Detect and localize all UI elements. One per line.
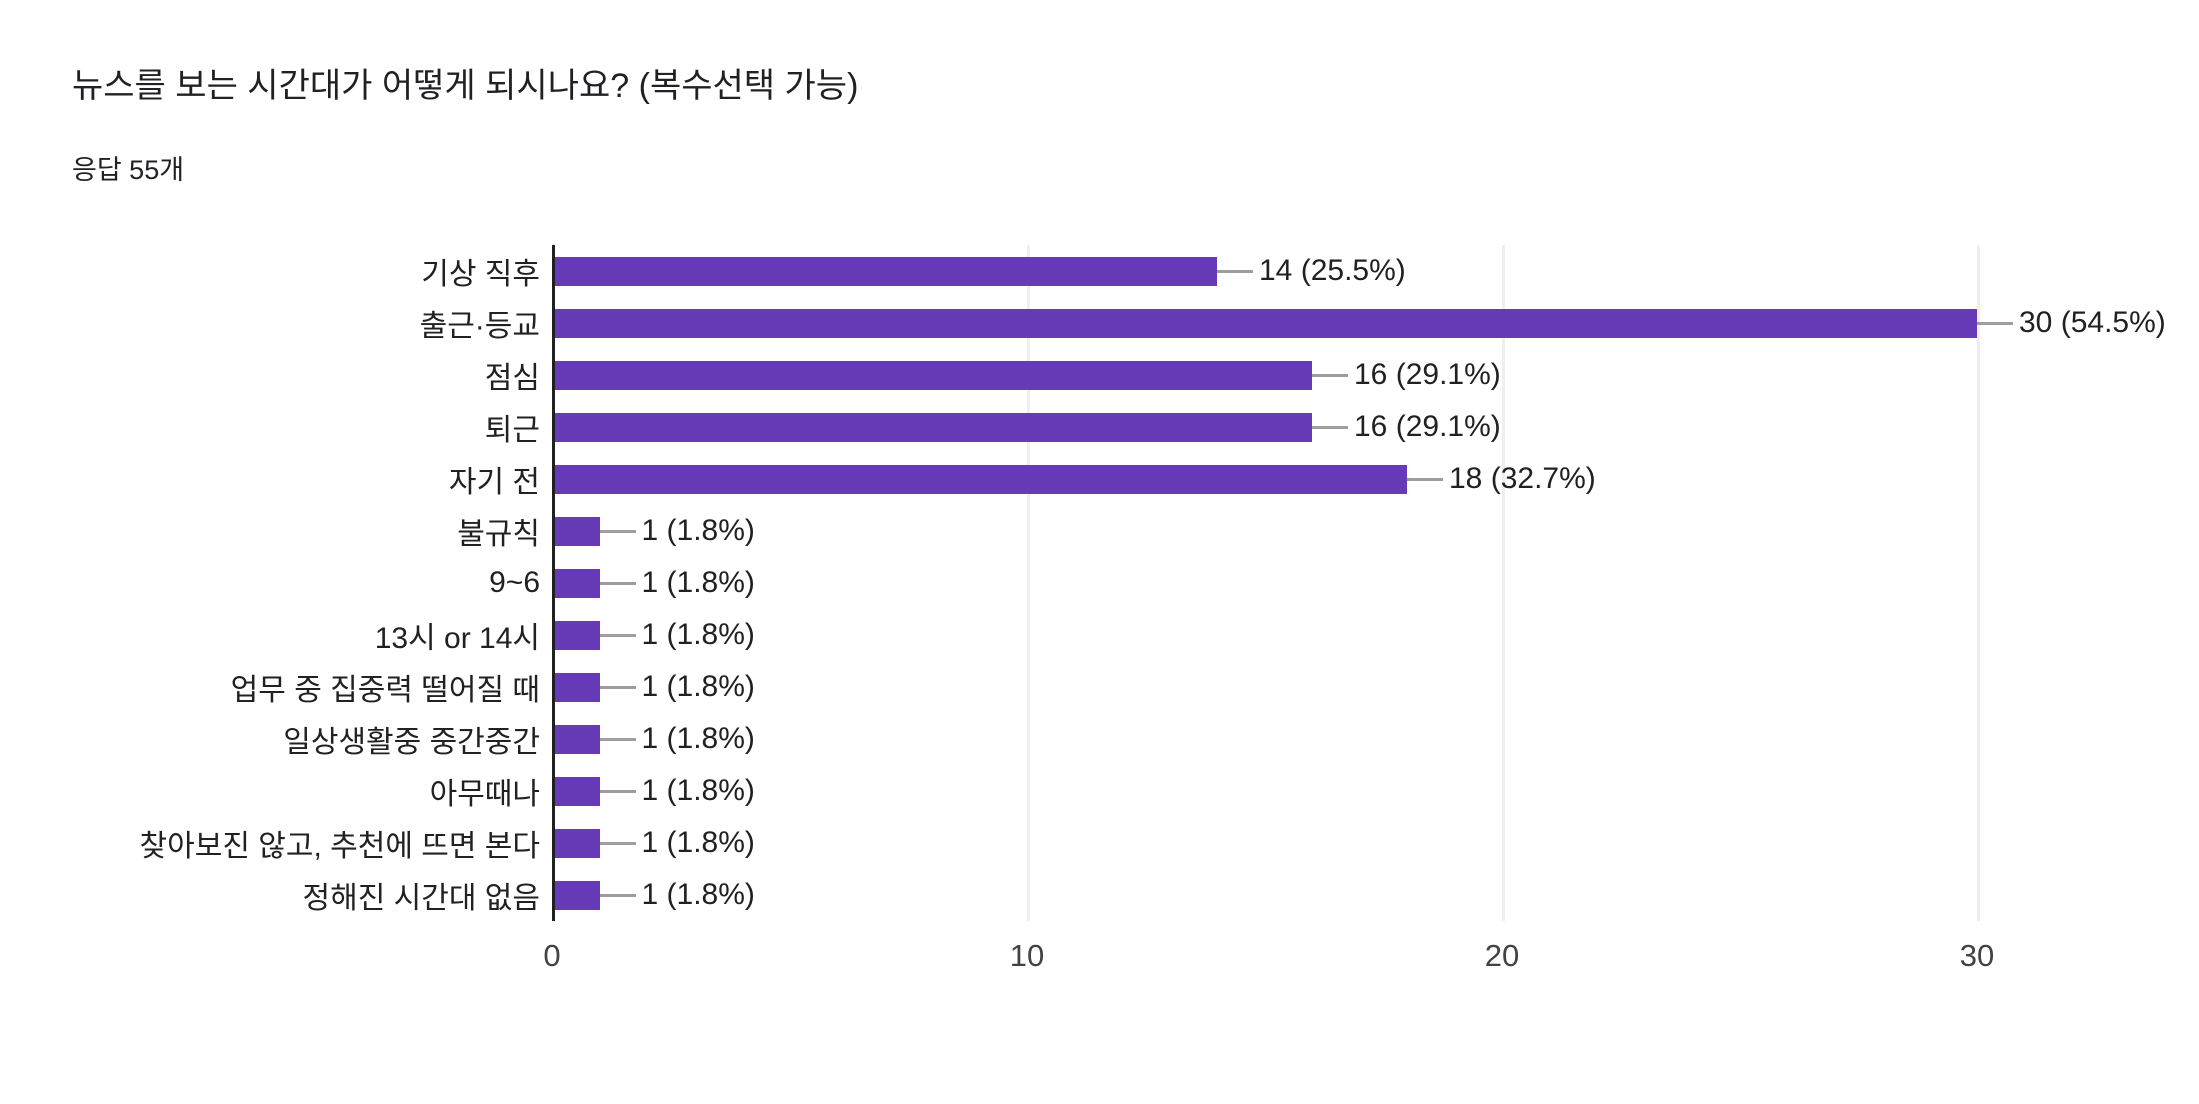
- category-label: 찾아보진 않고, 추천에 뜨면 본다: [139, 830, 540, 863]
- bar-row: 1 (1.8%): [552, 869, 2199, 921]
- bar-value-label: 18 (32.7%): [1449, 462, 1596, 495]
- bar-value-label: 1 (1.8%): [641, 878, 755, 911]
- category-label: 13시 or 14시: [374, 622, 540, 655]
- bar-connector: [599, 581, 636, 585]
- bar: [552, 308, 1977, 338]
- bar-row: 1 (1.8%): [552, 557, 2199, 609]
- bar-connector: [599, 893, 636, 897]
- gridline: [1977, 245, 1980, 921]
- bar-value-label: 1 (1.8%): [641, 722, 755, 755]
- bar-connector: [599, 841, 636, 845]
- bar-connector: [599, 685, 636, 689]
- bar: [552, 568, 600, 598]
- bar-connector: [1312, 425, 1348, 429]
- bar-value-label: 1 (1.8%): [641, 566, 755, 599]
- bar-connector: [1312, 373, 1348, 377]
- bar-row: 1 (1.8%): [552, 609, 2199, 661]
- bar-value-label: 1 (1.8%): [641, 618, 755, 651]
- bar: [552, 256, 1217, 286]
- category-label: 정해진 시간대 없음: [302, 882, 540, 915]
- bar-value-label: 1 (1.8%): [641, 670, 755, 703]
- response-count: 응답 55개: [72, 155, 185, 185]
- bar-value-label: 1 (1.8%): [641, 826, 755, 859]
- bar-connector: [1407, 477, 1443, 481]
- bar: [552, 360, 1312, 390]
- bar-value-label: 14 (25.5%): [1259, 254, 1406, 287]
- category-label: 불규칙: [457, 518, 540, 551]
- bar: [552, 828, 600, 858]
- bar-row: 1 (1.8%): [552, 713, 2199, 765]
- bar: [552, 880, 600, 910]
- bar: [552, 776, 600, 806]
- bar-connector: [599, 789, 636, 793]
- category-label: 자기 전: [448, 466, 540, 499]
- bar-row: 1 (1.8%): [552, 765, 2199, 817]
- bar-value-label: 16 (29.1%): [1354, 410, 1501, 443]
- bar-value-label: 1 (1.8%): [641, 774, 755, 807]
- x-tick: 10: [1009, 938, 1045, 973]
- x-tick: 30: [1959, 938, 1995, 973]
- gridline: [1027, 245, 1030, 921]
- category-label: 업무 중 집중력 떨어질 때: [230, 674, 540, 707]
- bar-row: 18 (32.7%): [552, 453, 2199, 505]
- category-label: 아무때나: [429, 778, 540, 811]
- bar-value-label: 1 (1.8%): [641, 514, 755, 547]
- category-label: 기상 직후: [421, 258, 540, 291]
- category-label: 일상생활중 중간중간: [283, 726, 540, 759]
- bar: [552, 672, 600, 702]
- plot-area: 14 (25.5%) 30 (54.5%) 16 (29.1%) 16 (29.1%)…: [552, 245, 2199, 921]
- gridline: [1502, 245, 1505, 921]
- bar-value-label: 30 (54.5%): [2019, 306, 2166, 339]
- question-title: 뉴스를 보는 시간대가 어떻게 되시나요? (복수선택 가능): [72, 67, 859, 105]
- bar-row: 1 (1.8%): [552, 817, 2199, 869]
- bar-connector: [599, 529, 636, 533]
- category-label: 9~6: [489, 566, 540, 599]
- bar-row: 14 (25.5%): [552, 245, 2199, 297]
- bar-connector: [1977, 321, 2013, 325]
- bar-row: 1 (1.8%): [552, 505, 2199, 557]
- bar: [552, 620, 600, 650]
- bar: [552, 724, 600, 754]
- category-label: 점심: [484, 362, 540, 395]
- bar-row: 16 (29.1%): [552, 349, 2199, 401]
- bar-row: 16 (29.1%): [552, 401, 2199, 453]
- bar: [552, 464, 1407, 494]
- y-axis-line: [552, 245, 555, 921]
- bar: [552, 516, 600, 546]
- bar-row: 1 (1.8%): [552, 661, 2199, 713]
- category-label: 출근·등교: [419, 310, 540, 343]
- bar-connector: [1217, 269, 1253, 273]
- bar: [552, 412, 1312, 442]
- bar-row: 30 (54.5%): [552, 297, 2199, 349]
- x-tick: 20: [1484, 938, 1520, 973]
- category-label: 퇴근: [484, 414, 540, 447]
- bar-connector: [599, 737, 636, 741]
- bar-connector: [599, 633, 636, 637]
- x-tick: 0: [543, 938, 561, 973]
- bar-value-label: 16 (29.1%): [1354, 358, 1501, 391]
